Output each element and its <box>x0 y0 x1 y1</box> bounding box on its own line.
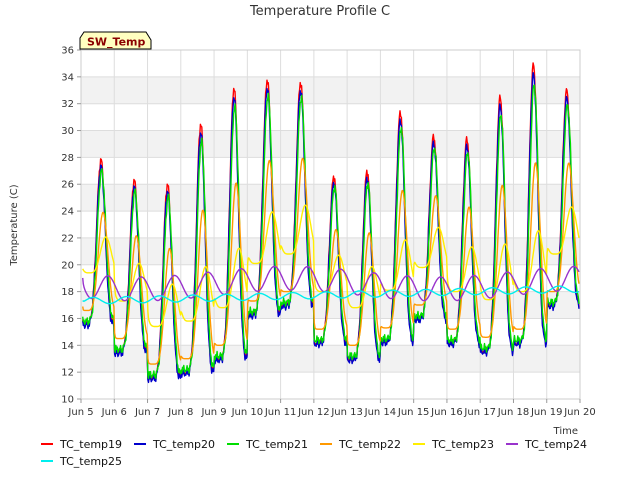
legend-label: TC_temp19 <box>59 438 122 451</box>
y-tick-label: 36 <box>61 46 74 57</box>
badge-label: SW_Temp <box>87 36 146 49</box>
x-tick-label: Jun 11 <box>264 407 297 418</box>
legend-label: TC_temp25 <box>59 455 122 468</box>
x-axis-ticks: Jun 5 Jun 6 Jun 7 Jun 8 Jun 9 Jun 10 Jun 11 Jun… <box>67 399 596 418</box>
y-tick-label: 28 <box>61 153 74 164</box>
y-tick-label: 18 <box>61 287 74 298</box>
legend-label: TC_temp22 <box>338 438 401 451</box>
x-tick-label: Jun 20 <box>563 407 596 418</box>
y-axis-label: Temperature (C) <box>9 184 20 266</box>
badge-shape <box>79 31 152 50</box>
x-tick-label: Jun 7 <box>134 407 160 418</box>
legend-label: TC_temp21 <box>245 438 308 451</box>
legend-label: TC_temp23 <box>431 438 494 451</box>
x-tick-label: Jun 17 <box>463 407 496 418</box>
x-tick-label: Jun 5 <box>67 407 93 418</box>
y-tick-label: 32 <box>61 99 74 110</box>
y-tick-label: 30 <box>61 126 74 137</box>
plot-band <box>81 291 580 319</box>
plot-frame <box>80 49 581 400</box>
plot-band <box>81 345 580 373</box>
x-tick-label: Jun 19 <box>530 407 563 418</box>
y-tick-label: 34 <box>61 72 74 83</box>
sw-temp-badge: SW_Temp <box>79 31 152 50</box>
x-tick-label: Jun 9 <box>200 407 226 418</box>
x-tick-label: Jun 12 <box>297 407 330 418</box>
y-tick-label: 10 <box>61 395 74 406</box>
y-tick-label: 12 <box>61 368 74 379</box>
x-tick-label: Jun 13 <box>330 407 363 418</box>
series-line-tc-temp22 <box>82 157 580 365</box>
legend-label: TC_temp24 <box>524 438 587 451</box>
chart-title: Temperature Profile C <box>249 4 390 19</box>
legend: TC_temp19 TC_temp20 TC_temp21 TC_temp22 TC_t… <box>41 438 587 468</box>
series-line-tc-temp24 <box>82 265 580 302</box>
y-tick-label: 16 <box>61 314 74 325</box>
x-tick-label: Jun 15 <box>397 407 430 418</box>
plot-band <box>81 76 580 104</box>
y-tick-label: 24 <box>61 207 74 218</box>
y-tick-label: 22 <box>61 233 74 244</box>
y-tick-label: 14 <box>61 341 74 352</box>
legend-label: TC_temp20 <box>152 438 215 451</box>
data-series <box>82 62 580 384</box>
x-tick-label: Jun 16 <box>430 407 463 418</box>
y-axis-ticks: 10 12 14 16 18 20 22 24 26 28 30 32 34 36 <box>61 46 81 406</box>
x-tick-label: Jun 6 <box>101 407 127 418</box>
x-tick-label: Jun 10 <box>231 407 264 418</box>
y-tick-label: 26 <box>61 180 74 191</box>
series-line-tc-temp25 <box>82 285 580 305</box>
x-axis-label: Time <box>553 426 578 437</box>
x-tick-label: Jun 14 <box>364 407 397 418</box>
plot-band <box>81 130 580 158</box>
x-tick-label: Jun 8 <box>167 407 193 418</box>
x-tick-label: Jun 18 <box>497 407 530 418</box>
y-tick-label: 20 <box>61 260 74 271</box>
series-line-tc-temp21 <box>82 84 580 379</box>
